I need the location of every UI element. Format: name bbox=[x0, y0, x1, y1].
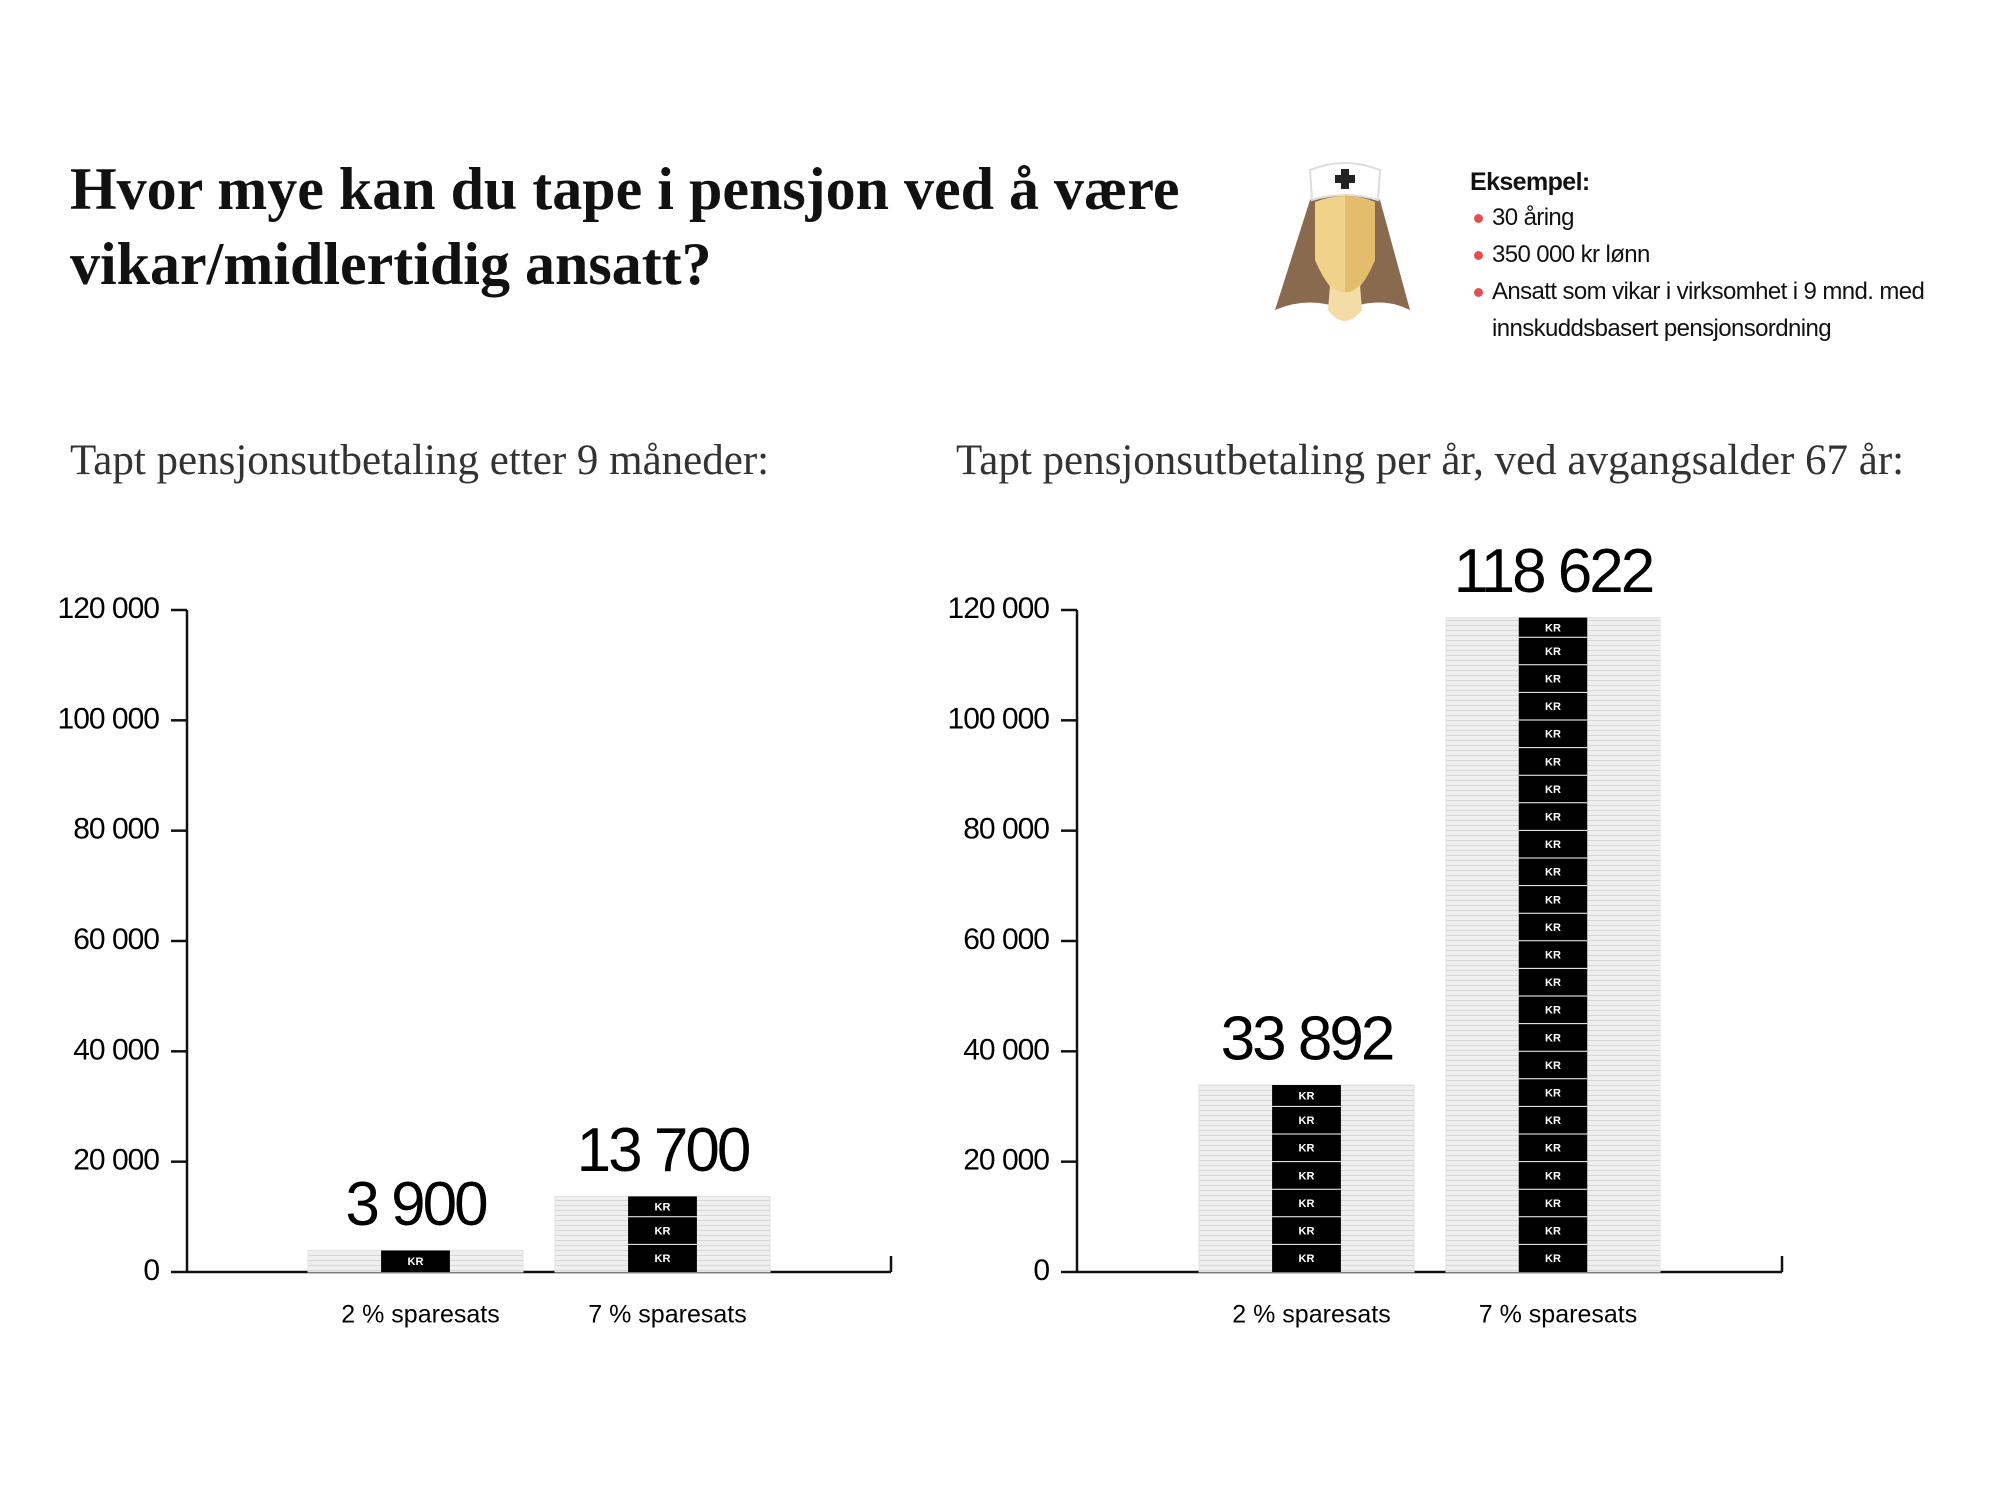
example-box: Eksempel: 30 åring 350 000 kr lønn Ansat… bbox=[1470, 165, 1940, 347]
nurse-icon bbox=[1275, 162, 1410, 321]
y-tick-label: 60 000 bbox=[73, 923, 159, 956]
y-tick-label: 0 bbox=[1033, 1254, 1049, 1287]
y-tick-label: 120 000 bbox=[948, 592, 1050, 625]
bar-unit-label: KR bbox=[1299, 1091, 1315, 1103]
bar-unit-label: KR bbox=[1545, 729, 1561, 741]
bar-unit-label: KR bbox=[655, 1226, 671, 1238]
bar-unit-label: KR bbox=[1545, 674, 1561, 686]
y-tick-label: 40 000 bbox=[73, 1033, 159, 1066]
bar-unit-label: KR bbox=[1545, 1170, 1561, 1182]
value-label: 118 622 bbox=[1454, 537, 1653, 606]
bar-unit-label: KR bbox=[1545, 756, 1561, 768]
y-tick-label: 100 000 bbox=[58, 702, 160, 735]
bar-unit-label: KR bbox=[1545, 839, 1561, 851]
bar-unit-label: KR bbox=[1299, 1143, 1315, 1155]
x-tick-label: 7 % sparesats bbox=[588, 1301, 746, 1329]
x-tick-label: 2 % sparesats bbox=[1232, 1301, 1390, 1329]
page-title: Hvor mye kan du tape i pensjon ved å vær… bbox=[70, 156, 1180, 297]
y-tick-label: 80 000 bbox=[963, 813, 1049, 846]
chart-title: Tapt pensjonsutbetaling etter 9 måneder: bbox=[70, 437, 769, 484]
y-tick-label: 60 000 bbox=[963, 923, 1049, 956]
example-item: 350 000 kr lønn bbox=[1470, 236, 1940, 273]
value-label: 3 900 bbox=[345, 1170, 487, 1239]
bar-unit-label: KR bbox=[1545, 812, 1561, 824]
bar-unit-label: KR bbox=[1545, 1115, 1561, 1127]
example-heading: Eksempel: bbox=[1470, 168, 1590, 196]
y-tick-label: 100 000 bbox=[948, 702, 1050, 735]
y-tick-label: 80 000 bbox=[73, 813, 159, 846]
bar-unit-label: KR bbox=[1545, 1032, 1561, 1044]
y-tick-label: 0 bbox=[143, 1254, 159, 1287]
y-tick-label: 40 000 bbox=[963, 1033, 1049, 1066]
bar-unit-label: KR bbox=[655, 1253, 671, 1265]
bar-unit-label: KR bbox=[1545, 701, 1561, 713]
bar-unit-label: KR bbox=[1299, 1170, 1315, 1182]
bar-unit-label: KR bbox=[408, 1256, 424, 1268]
bar-unit-label: KR bbox=[1545, 1088, 1561, 1100]
x-tick-label: 7 % sparesats bbox=[1479, 1301, 1637, 1329]
bar-unit-label: KR bbox=[1299, 1115, 1315, 1127]
bar-unit-label: KR bbox=[1545, 867, 1561, 879]
bar-unit-label: KR bbox=[1545, 646, 1561, 658]
bar-unit-label: KR bbox=[1545, 1253, 1561, 1265]
example-list: 30 åring 350 000 kr lønn Ansatt som vika… bbox=[1470, 199, 1940, 347]
bar-group: KR KR KR bbox=[554, 1195, 771, 1273]
bar-unit-label: KR bbox=[1545, 1005, 1561, 1017]
example-item: Ansatt som vikar i virksomhet i 9 mnd. m… bbox=[1470, 273, 1940, 347]
bar-unit-label: KR bbox=[1545, 894, 1561, 906]
y-tick-label: 20 000 bbox=[963, 1144, 1049, 1177]
y-tick-label: 120 000 bbox=[58, 592, 160, 625]
bar-unit-label: KR bbox=[1545, 1226, 1561, 1238]
bar-unit-label: KR bbox=[1545, 1143, 1561, 1155]
bar-unit-label: KR bbox=[1299, 1198, 1315, 1210]
bar-unit-label: KR bbox=[1545, 977, 1561, 989]
value-label: 33 892 bbox=[1221, 1004, 1393, 1073]
value-label: 13 700 bbox=[577, 1116, 750, 1185]
y-tick-label: 20 000 bbox=[73, 1144, 159, 1177]
bar-unit-label: KR bbox=[1545, 784, 1561, 796]
bar-unit-label: KR bbox=[1545, 950, 1561, 962]
bar-strip bbox=[381, 1250, 450, 1272]
bar-strip bbox=[1272, 1085, 1341, 1272]
bar-strip bbox=[1518, 617, 1588, 1272]
bar-group: KR bbox=[307, 1249, 524, 1273]
bar-unit-label: KR bbox=[1545, 1198, 1561, 1210]
bar-unit-label: KR bbox=[1545, 922, 1561, 934]
example-item: 30 åring bbox=[1470, 199, 1940, 236]
bar-group: KR KR KR KR KR KR KR KR KR KR KR KR KR KR KR KR KR KR KR KR… bbox=[1445, 617, 1661, 1273]
chart-title: Tapt pensjonsutbetaling per år, ved avga… bbox=[956, 437, 1904, 484]
bar-strip bbox=[628, 1196, 697, 1272]
bar-group: KR KR KR KR KR KR KR bbox=[1198, 1084, 1415, 1273]
bar-unit-label: KR bbox=[1299, 1253, 1315, 1265]
bar-unit-label: KR bbox=[1545, 622, 1561, 634]
bar-unit-label: KR bbox=[1299, 1226, 1315, 1238]
x-tick-label: 2 % sparesats bbox=[341, 1301, 499, 1329]
bar-unit-label: KR bbox=[1545, 1060, 1561, 1072]
bar-unit-label: KR bbox=[655, 1202, 671, 1214]
